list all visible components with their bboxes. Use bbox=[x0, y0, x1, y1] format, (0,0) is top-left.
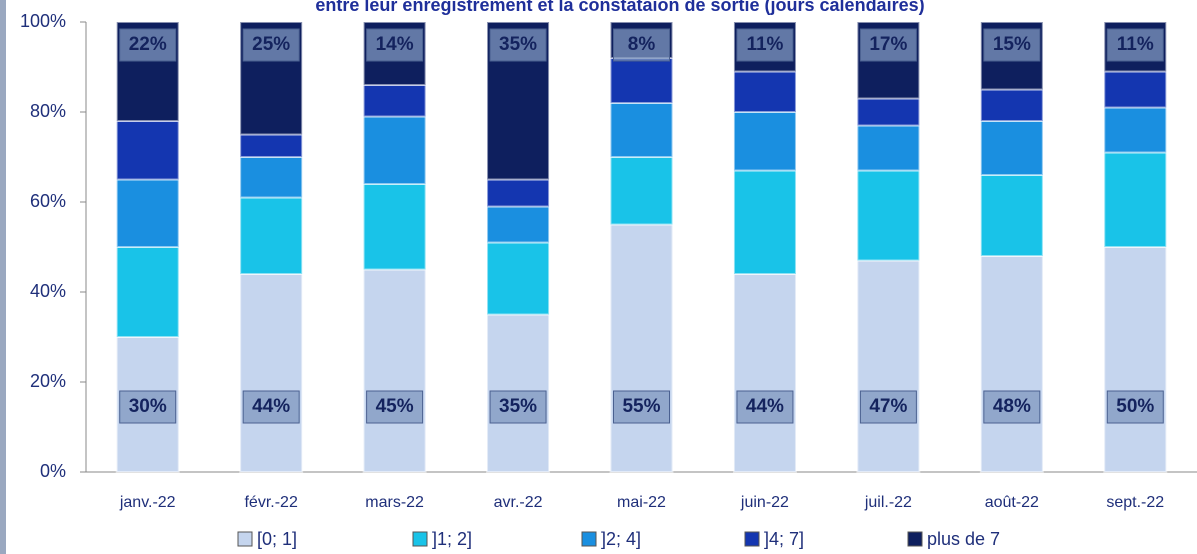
x-tick-label: juil.-22 bbox=[864, 494, 912, 511]
legend-swatch bbox=[907, 531, 923, 547]
value-label: 22% bbox=[129, 34, 167, 55]
bar-segment bbox=[609, 57, 674, 104]
bar-segment bbox=[1103, 151, 1168, 248]
bar-segment bbox=[362, 183, 427, 271]
value-label-box bbox=[1106, 28, 1164, 62]
bar-segment bbox=[979, 88, 1044, 122]
value-label-box bbox=[983, 28, 1041, 62]
value-label: 47% bbox=[869, 396, 907, 417]
value-label: 14% bbox=[376, 34, 414, 55]
bar-segment bbox=[609, 102, 674, 158]
value-label: 8% bbox=[628, 34, 656, 55]
legend-swatch bbox=[581, 531, 597, 547]
value-label: 48% bbox=[993, 396, 1031, 417]
x-tick-label: janv.-22 bbox=[119, 494, 176, 511]
bar-segment bbox=[1103, 246, 1168, 473]
value-label-box bbox=[489, 390, 547, 424]
value-label-box bbox=[983, 390, 1041, 424]
value-label-box bbox=[242, 28, 300, 62]
bar-segment bbox=[979, 120, 1044, 176]
value-label: 17% bbox=[869, 34, 907, 55]
bar-segment bbox=[115, 120, 180, 181]
bar-segment bbox=[979, 255, 1044, 473]
bar-segment bbox=[856, 97, 921, 127]
x-tick-label: mars-22 bbox=[365, 494, 424, 511]
x-tick-label: avr.-22 bbox=[494, 494, 543, 511]
value-label: 35% bbox=[499, 34, 537, 55]
bar-segment bbox=[486, 178, 551, 208]
bar-segment bbox=[239, 156, 304, 199]
bar-segment bbox=[732, 70, 797, 113]
chart-title: entre leur enregistrement et la constata… bbox=[315, 0, 924, 15]
x-tick-label: juin-22 bbox=[740, 494, 789, 511]
y-tick-label: 100% bbox=[20, 11, 66, 31]
legend-swatch bbox=[744, 531, 760, 547]
bar-segment bbox=[239, 133, 304, 158]
value-label-box bbox=[736, 390, 794, 424]
x-tick-label: mai-22 bbox=[617, 494, 666, 511]
x-tick-label: août-22 bbox=[985, 494, 1039, 511]
value-label-box bbox=[613, 28, 670, 62]
bar-segment bbox=[362, 268, 427, 473]
y-tick-label: 60% bbox=[30, 191, 66, 211]
value-label-box bbox=[859, 390, 917, 424]
bar-segment bbox=[362, 115, 427, 185]
value-label-box bbox=[366, 28, 424, 62]
bar-segment bbox=[115, 246, 180, 338]
value-label: 30% bbox=[129, 396, 167, 417]
legend-label: [0; 1] bbox=[257, 529, 297, 549]
bar-segment bbox=[239, 196, 304, 275]
value-label: 11% bbox=[1117, 34, 1154, 55]
value-label: 25% bbox=[252, 34, 290, 55]
bar-segment bbox=[732, 169, 797, 275]
bar-segment bbox=[979, 174, 1044, 257]
legend-label: ]2; 4] bbox=[601, 529, 641, 549]
y-tick-label: 20% bbox=[30, 371, 66, 391]
bar-segment bbox=[609, 156, 674, 226]
value-label-box bbox=[859, 28, 917, 62]
value-label: 50% bbox=[1116, 396, 1154, 417]
bar-segment bbox=[732, 273, 797, 473]
bar-segment bbox=[856, 124, 921, 172]
bar-segment bbox=[856, 169, 921, 262]
value-label-box bbox=[613, 390, 670, 424]
value-label-box bbox=[119, 390, 177, 424]
legend-label: ]1; 2] bbox=[432, 529, 472, 549]
legend-swatch bbox=[237, 531, 253, 547]
value-label: 44% bbox=[252, 396, 290, 417]
value-label: 45% bbox=[376, 396, 414, 417]
frame-edge bbox=[0, 0, 6, 554]
y-tick-label: 40% bbox=[30, 281, 66, 301]
value-label-box bbox=[736, 28, 794, 62]
y-tick-label: 80% bbox=[30, 101, 66, 121]
value-label: 35% bbox=[499, 396, 537, 417]
bar-segment bbox=[1103, 70, 1168, 109]
value-label-box bbox=[1106, 390, 1164, 424]
value-label-box bbox=[119, 28, 177, 62]
x-tick-label: févr.-22 bbox=[244, 494, 297, 511]
bar-segment bbox=[732, 111, 797, 172]
value-label: 11% bbox=[746, 34, 783, 55]
bar-segment bbox=[362, 84, 427, 118]
value-label: 55% bbox=[622, 396, 660, 417]
bar-segment bbox=[1103, 106, 1168, 154]
bar-segment bbox=[609, 223, 674, 473]
value-label: 15% bbox=[993, 34, 1031, 55]
legend-label: plus de 7 bbox=[927, 529, 1000, 549]
bar-segment bbox=[115, 178, 180, 248]
bar-segment bbox=[486, 205, 551, 244]
value-label-box bbox=[366, 390, 424, 424]
bar-segment bbox=[856, 259, 921, 473]
bar-segment bbox=[486, 241, 551, 316]
x-tick-label: sept.-22 bbox=[1106, 494, 1164, 511]
value-label-box bbox=[489, 28, 547, 62]
y-tick-label: 0% bbox=[40, 461, 66, 481]
value-label: 44% bbox=[746, 396, 784, 417]
legend-label: ]4; 7] bbox=[764, 529, 804, 549]
legend-swatch bbox=[412, 531, 428, 547]
bar-segment bbox=[239, 273, 304, 473]
value-label-box bbox=[242, 390, 300, 424]
